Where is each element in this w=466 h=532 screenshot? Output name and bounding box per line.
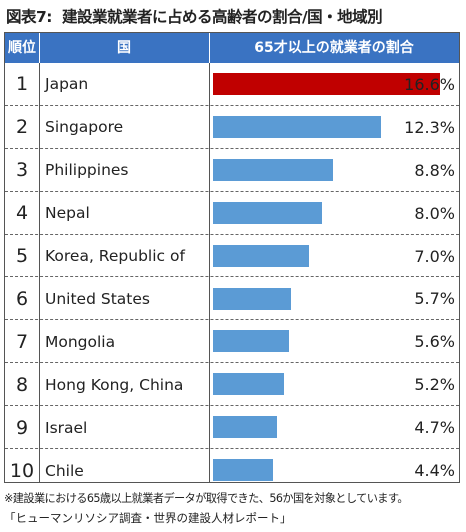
category-label: Japan — [45, 75, 89, 94]
rank-label: 8 — [15, 373, 29, 396]
category-label: Israel — [45, 418, 88, 437]
bar — [213, 73, 440, 95]
header-rank: 順位 — [8, 40, 36, 56]
rank-label: 2 — [15, 116, 29, 139]
row-divider — [5, 190, 459, 192]
header-country: 国 — [117, 40, 131, 56]
bar — [213, 373, 284, 396]
table-row: 3 Philippines 8.8% — [5, 149, 459, 192]
row-divider — [5, 276, 459, 278]
data-label: 4.7% — [414, 418, 455, 438]
bar — [213, 330, 290, 353]
bar — [213, 115, 381, 138]
bar — [213, 244, 309, 267]
bar — [213, 459, 274, 482]
data-label: 5.6% — [414, 332, 455, 352]
column-divider — [209, 63, 210, 482]
header-ratio: 65才以上の就業者の割合 — [254, 40, 414, 56]
row-divider — [5, 104, 459, 106]
category-label: Mongolia — [45, 332, 116, 351]
rank-label: 7 — [15, 330, 29, 353]
rank-label: 6 — [15, 287, 29, 310]
table-row: 10 Chile 4.4% — [5, 449, 459, 492]
bar — [213, 287, 291, 310]
category-label: Hong Kong, China — [45, 375, 184, 394]
rank-label: 10 — [9, 459, 35, 482]
bar — [213, 201, 323, 224]
row-divider — [5, 362, 459, 364]
category-label: United States — [45, 289, 150, 308]
row-divider — [5, 233, 459, 235]
rank-label: 5 — [15, 245, 29, 268]
rank-label: 3 — [15, 159, 29, 182]
rank-label: 4 — [15, 202, 29, 225]
category-label: Singapore — [45, 118, 124, 137]
rank-label: 1 — [15, 73, 29, 96]
column-divider — [39, 63, 40, 482]
category-label: Korea, Republic of — [45, 247, 185, 266]
category-label: Philippines — [45, 161, 129, 180]
data-label: 8.0% — [414, 203, 455, 223]
row-divider — [5, 319, 459, 321]
data-label: 12.3% — [404, 117, 455, 137]
data-label: 4.4% — [414, 461, 455, 481]
data-label: 5.7% — [414, 289, 455, 309]
data-label: 5.2% — [414, 375, 455, 395]
bar — [213, 158, 334, 181]
source-note: 「ヒューマンリソシア調査・世界の建設人材レポート」 — [4, 511, 292, 525]
category-label: Nepal — [45, 204, 90, 223]
chart-title: 図表7: 建設業就業者に占める高齢者の割合/国・地域別 — [6, 4, 462, 30]
table-header: 順位 国 65才以上の就業者の割合 — [5, 33, 459, 63]
category-label: Chile — [45, 461, 84, 480]
bar — [213, 416, 278, 439]
table-row: 9 Israel 4.7% — [5, 406, 459, 450]
data-label: 8.8% — [414, 160, 455, 180]
table-row: 5 Korea, Republic of 7.0% — [5, 235, 459, 278]
table-row: 4 Nepal 8.0% — [5, 192, 459, 235]
table-row: 8 Hong Kong, China 5.2% — [5, 363, 459, 407]
ranking-table: 順位 国 65才以上の就業者の割合 1 Japan 16.6% 2 Singapore 1… — [4, 32, 460, 483]
table-row: 2 Singapore 12.3% — [5, 106, 459, 149]
row-divider — [5, 147, 459, 149]
table-row: 7 Mongolia 5.6% — [5, 320, 459, 364]
header-separator — [209, 33, 210, 63]
row-divider — [5, 405, 459, 407]
data-label: 16.6% — [404, 74, 455, 94]
data-label: 7.0% — [414, 246, 455, 266]
header-separator — [39, 33, 40, 63]
rank-label: 9 — [15, 416, 29, 439]
figure-number: 図表7: — [6, 8, 52, 26]
table-row: 1 Japan 16.6% — [5, 63, 459, 106]
table-row: 6 United States 5.7% — [5, 278, 459, 321]
footnote: ※建設業における65歳以上就業者データが取得できた、56か国を対象としています。 — [4, 492, 409, 505]
figure-title: 建設業就業者に占める高齢者の割合/国・地域別 — [61, 8, 383, 26]
row-divider — [5, 448, 459, 450]
